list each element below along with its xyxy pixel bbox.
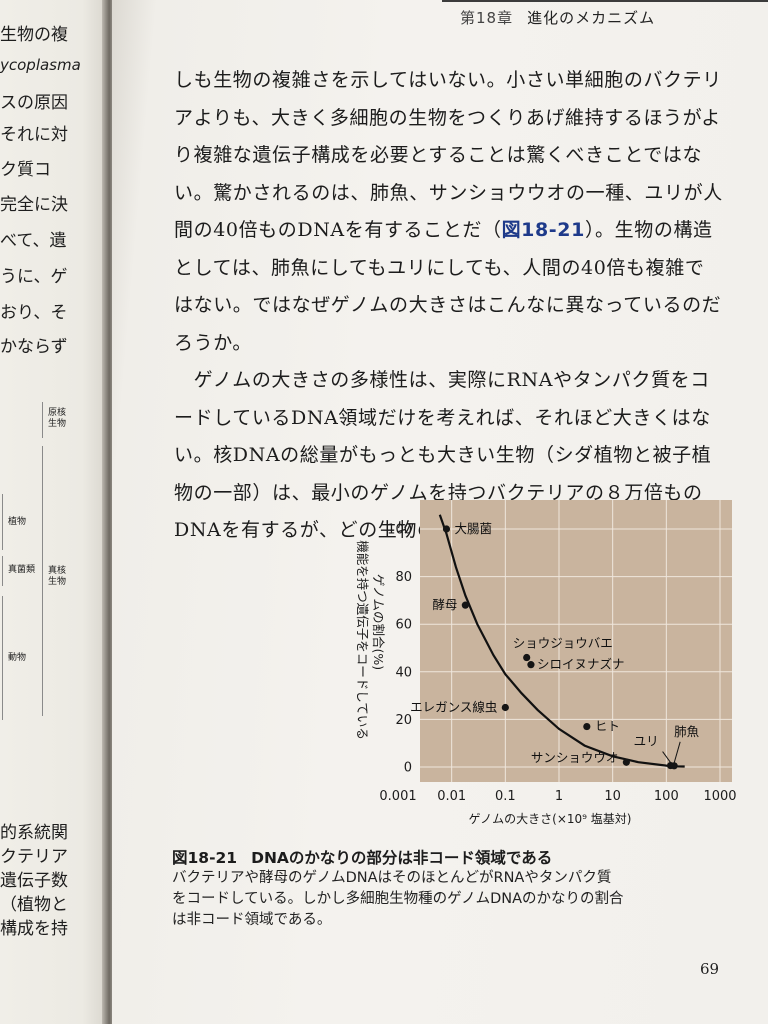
data-point-label: ショウジョウバエ	[513, 636, 613, 651]
body-line: い。核DNAの総量がもっとも大きい生物（シダ植物と被子植	[174, 444, 712, 466]
y-tick-label: 100	[387, 523, 412, 538]
data-point-label: エレガンス線虫	[410, 700, 497, 715]
x-tick-label: 100	[654, 789, 679, 804]
body-line: ードしているDNA領域だけを考えれば、それほど大きくはな	[174, 406, 711, 429]
header-rule	[442, 0, 768, 2]
body-line: はない。ではなぜゲノムの大きさはこんなに異なっているのだ	[174, 294, 722, 316]
left-text-line: （植物と	[0, 895, 68, 915]
plot-area	[420, 500, 732, 782]
data-point	[622, 758, 630, 766]
x-tick-label: 10	[604, 789, 621, 804]
figure-caption-title: 図18-21 DNAのかなりの部分は非コード領域である	[172, 846, 552, 868]
left-text-line: 完全に決	[0, 195, 68, 215]
caption-line: をコードしている。しかし多細胞生物種のゲノムDNAのかなりの割合	[172, 891, 624, 907]
data-point	[523, 653, 531, 662]
data-point	[442, 525, 451, 533]
left-text-line: それに対	[0, 125, 68, 145]
axes: 0.001 0.01 0.1 1 10 100 1000 0 20 40 60 80 100	[379, 523, 736, 805]
caption-line: バクテリアや酵母のゲノムDNAはそのほとんどがRNAやタンパク質	[172, 870, 612, 886]
chapter-title: 進化のメカニズム	[527, 9, 656, 27]
y-tick-label: 0	[404, 761, 412, 776]
trend-curve	[438, 514, 685, 768]
body-line: 間の40倍ものDNAを有することだ（図18-21）。生物の構造	[174, 212, 734, 250]
chapter-number: 第18章	[460, 9, 514, 27]
body-line: い。驚かされるのは、肺魚、サンショウウオの一種、ユリが人	[174, 181, 723, 204]
left-text-line: べて、遺	[0, 231, 67, 251]
x-tick-label: 0.001	[379, 789, 416, 804]
genome-size-chart: 0.001 0.01 0.1 1 10 100 1000 0 20 40 60 80 100 大腸菌酵母…	[355, 500, 737, 826]
x-tick-label: 1000	[703, 789, 736, 804]
data-point-label: 肺魚	[674, 724, 700, 739]
tree-bracket	[2, 596, 3, 720]
grid	[420, 500, 732, 782]
left-text-line: ycoplasma	[0, 56, 81, 74]
body-line: り複雑な遺伝子構成を必要とすることは驚くべきことではな	[174, 144, 703, 166]
body-line: ろうか。	[174, 331, 253, 354]
figure-caption-body: バクテリアや酵母のゲノムDNAはそのほとんどがRNAやタンパク質 をコードしてい…	[172, 868, 752, 931]
x-tick-label: 0.01	[437, 789, 466, 804]
body-line-segment: 間の40倍ものDNAを有することだ（	[174, 219, 502, 241]
left-text-line: おり、そ	[0, 303, 68, 323]
tree-label-eukaryote: 真核 生物	[48, 566, 67, 587]
left-text-line: 生物の複	[0, 25, 68, 45]
tree-bracket	[42, 446, 43, 716]
data-point-label: シロイヌナズナ	[537, 657, 625, 672]
body-line: 物の一部）は、最小のゲノムを持つバクテリアの８万倍もの	[174, 481, 703, 504]
x-axis-title: ゲノムの大きさ(×10⁹ 塩基対)	[469, 811, 632, 826]
book-page: 第18章 進化のメカニズム しも生物の複雑さを示してはいない。小さい単細胞のバクテ…	[112, 0, 768, 1024]
y-tick-label: 40	[395, 665, 412, 680]
x-tick-label: 0.1	[495, 789, 516, 804]
data-point	[670, 762, 678, 770]
x-tick-label: 1	[555, 789, 563, 804]
y-axis-title-line: ゲノムの割合(%)	[371, 574, 386, 670]
left-facing-page: 生物の複 ycoplasma スの原因 それに対 ク質コ 完全に決 べて、遺 う…	[0, 0, 108, 1024]
left-text-line: うに、ゲ	[0, 267, 68, 287]
y-axis-title-line: 機能を持つ遺伝子をコードしている	[355, 540, 370, 740]
y-tick-label: 80	[395, 570, 412, 585]
body-line: ゲノムの大きさの多様性は、実際にRNAやタンパク質をコ	[174, 369, 710, 391]
tree-bracket	[42, 402, 43, 438]
data-point-label: ユリ	[634, 734, 659, 749]
left-text-line: 的系統関	[0, 823, 68, 843]
data-point-label: サンショウウオ	[531, 750, 619, 765]
body-text: しも生物の複雑さを示してはいない。小さい単細胞のバクテリ アよりも、大きく多細胞…	[174, 62, 734, 550]
tree-bracket	[2, 494, 3, 550]
data-point-label: ヒト	[595, 719, 620, 734]
data-point-label: 酵母	[432, 597, 457, 612]
label-leader-line	[673, 741, 681, 763]
data-point	[501, 703, 509, 712]
tree-label-animals: 動物	[8, 653, 27, 663]
left-text-line: 構成を持	[0, 919, 68, 939]
data-point	[583, 722, 591, 731]
y-tick-label: 20	[395, 713, 412, 728]
figure-number: 図18-21	[172, 849, 238, 867]
left-text-line: ク質コ	[0, 160, 51, 180]
data-point-label: 大腸菌	[454, 521, 492, 536]
left-text-line: スの原因	[0, 93, 68, 113]
left-text-line: 遺伝子数	[0, 871, 68, 891]
caption-line: は非コード領域である。	[172, 912, 332, 928]
figure-title: DNAのかなりの部分は非コード領域である	[251, 849, 553, 867]
body-line-segment: ）。生物の構造	[584, 219, 713, 241]
left-text-line: クテリア	[0, 847, 68, 867]
y-tick-label: 60	[395, 618, 412, 633]
running-head: 第18章 進化のメカニズム	[460, 7, 655, 28]
figure-reference: 図18-21	[501, 219, 585, 241]
y-axis-title: 機能を持つ遺伝子をコードしている ゲノムの割合(%)	[355, 540, 386, 740]
body-line: としては、肺魚にしてもユリにしても、人間の40倍も複雑で	[174, 256, 705, 279]
label-leader-line	[662, 751, 671, 763]
page-number: 69	[700, 960, 720, 978]
tree-label-plants: 植物	[8, 517, 27, 527]
tree-label-fungi: 真菌類	[8, 565, 36, 575]
data-point	[527, 661, 535, 669]
body-line: アよりも、大きく多細胞の生物をつくりあげ維持するほうがよ	[174, 106, 721, 129]
data-point	[461, 601, 469, 609]
left-text-line: かならず	[0, 337, 68, 357]
body-line: しも生物の複雑さを示してはいない。小さい単細胞のバクテリ	[174, 69, 722, 91]
tree-label-prokaryote: 原核 生物	[48, 408, 67, 429]
tree-bracket	[2, 556, 3, 586]
